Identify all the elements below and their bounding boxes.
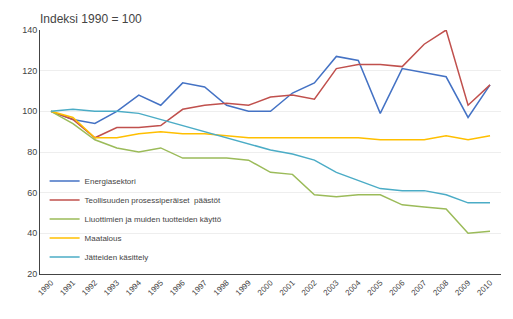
svg-text:100: 100 (22, 106, 37, 116)
svg-text:Energiasektori: Energiasektori (85, 177, 136, 186)
svg-text:Indeksi 1990 = 100: Indeksi 1990 = 100 (40, 12, 142, 26)
svg-text:40: 40 (27, 228, 37, 238)
svg-text:80: 80 (27, 147, 37, 157)
svg-text:2000: 2000 (256, 278, 275, 297)
svg-text:140: 140 (22, 25, 37, 35)
svg-text:1993: 1993 (102, 278, 121, 297)
svg-text:2002: 2002 (300, 278, 319, 297)
svg-text:2005: 2005 (366, 278, 385, 297)
svg-text:Maatalous: Maatalous (85, 234, 122, 243)
svg-text:1994: 1994 (124, 278, 143, 297)
svg-text:Jätteiden käsittely: Jätteiden käsittely (85, 253, 149, 262)
svg-text:1998: 1998 (212, 278, 231, 297)
svg-text:Liuottimien ja muiden tuotteid: Liuottimien ja muiden tuotteiden käyttö (85, 215, 222, 224)
svg-text:60: 60 (27, 188, 37, 198)
svg-text:2001: 2001 (278, 278, 297, 297)
svg-text:2004: 2004 (344, 278, 363, 297)
svg-text:2009: 2009 (453, 278, 472, 297)
svg-text:2008: 2008 (431, 278, 450, 297)
svg-text:2003: 2003 (322, 278, 341, 297)
svg-text:1992: 1992 (80, 278, 99, 297)
svg-text:1997: 1997 (190, 278, 209, 297)
svg-text:2006: 2006 (388, 278, 407, 297)
svg-text:2007: 2007 (409, 278, 428, 297)
svg-text:Teollisuuden prosessiperäiset: Teollisuuden prosessiperäiset päästöt (85, 196, 221, 205)
svg-text:1990: 1990 (36, 278, 55, 297)
svg-text:120: 120 (22, 66, 37, 76)
svg-text:1999: 1999 (234, 278, 253, 297)
svg-text:1995: 1995 (146, 278, 165, 297)
svg-text:1996: 1996 (168, 278, 187, 297)
svg-text:20: 20 (27, 269, 37, 279)
svg-text:1991: 1991 (58, 278, 77, 297)
svg-text:2010: 2010 (475, 278, 494, 297)
